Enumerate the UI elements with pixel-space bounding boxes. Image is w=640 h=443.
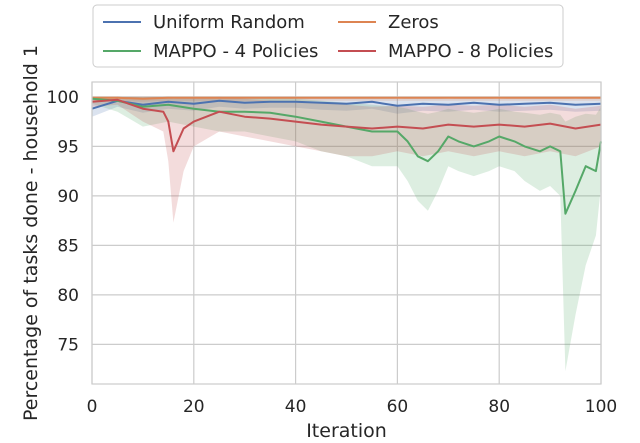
mappo-8-policies-legend-label: MAPPO - 8 Policies bbox=[388, 41, 553, 62]
zeros-line bbox=[92, 96, 601, 100]
y-tick-label: 80 bbox=[57, 286, 79, 306]
mappo-4-policies-band bbox=[92, 96, 601, 372]
plot-area bbox=[91, 81, 602, 385]
y-tick-label: 75 bbox=[57, 335, 79, 355]
plot-background bbox=[92, 82, 601, 384]
mappo-8-policies-band bbox=[92, 96, 601, 223]
uniform-random-legend-label: Uniform Random bbox=[153, 12, 305, 33]
y-tick-label: 95 bbox=[57, 137, 79, 157]
uniform-random-line bbox=[91, 99, 602, 110]
y-axis-label: Percentage of tasks done - household 1 bbox=[20, 45, 42, 421]
x-tick-label: 20 bbox=[183, 397, 205, 417]
series-lines bbox=[91, 96, 602, 215]
x-tick-label: 100 bbox=[585, 397, 617, 417]
x-tick-label: 80 bbox=[488, 397, 510, 417]
x-tick-label: 60 bbox=[387, 397, 409, 417]
x-tick-label: 0 bbox=[87, 397, 98, 417]
plot-frame bbox=[91, 81, 602, 385]
x-axis-label: Iteration bbox=[306, 420, 387, 442]
x-axis-ticks: 0 20 40 60 80 100 bbox=[87, 397, 618, 417]
legend: Uniform Random Zeros MAPPO - 4 Policies MAP… bbox=[92, 4, 564, 68]
y-tick-label: 85 bbox=[57, 236, 79, 256]
y-tick-label: 90 bbox=[57, 187, 79, 207]
zeros-legend-label: Zeros bbox=[388, 12, 439, 33]
mappo-8-policies-line bbox=[91, 98, 602, 153]
mappo-4-policies-legend-label: MAPPO - 4 Policies bbox=[153, 41, 318, 62]
y-axis-ticks: 75 80 85 90 95 100 bbox=[47, 88, 79, 356]
legend-box bbox=[92, 4, 564, 68]
x-tick-label: 40 bbox=[285, 397, 307, 417]
y-tick-label: 100 bbox=[47, 88, 79, 108]
